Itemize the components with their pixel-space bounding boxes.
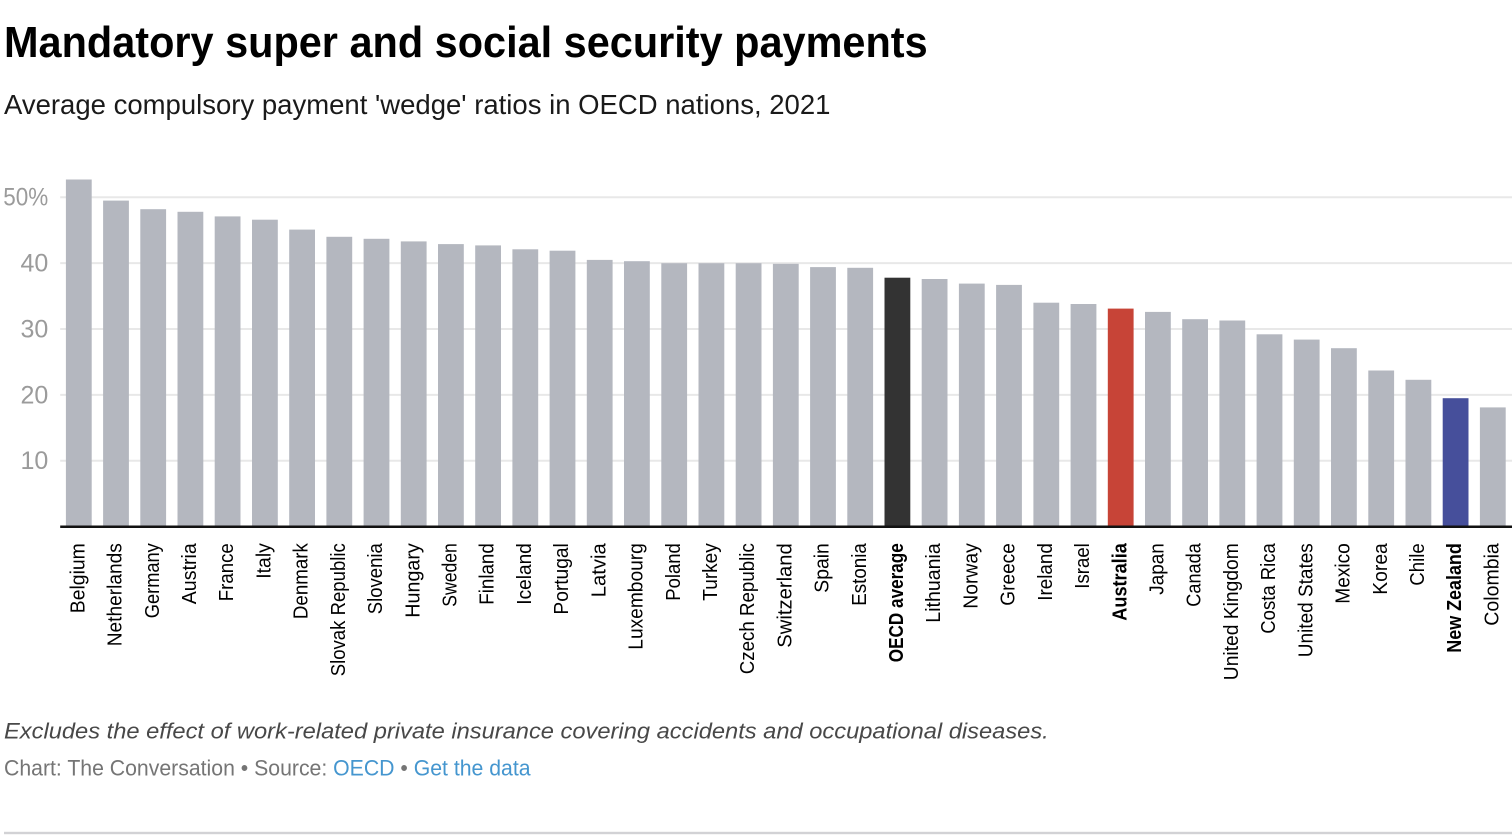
svg-text:Mandatory super and social sec: Mandatory super and social security paym… [4, 18, 928, 67]
svg-text:20: 20 [20, 381, 48, 409]
svg-text:Korea: Korea [1370, 542, 1392, 594]
svg-text:Chart: The Conversation • Sour: Chart: The Conversation • Source: OECD •… [4, 755, 532, 780]
svg-text:France: France [216, 543, 238, 601]
svg-text:Japan: Japan [1147, 543, 1169, 595]
svg-text:OECD average: OECD average [886, 543, 908, 662]
svg-text:Czech Republic: Czech Republic [737, 543, 759, 674]
svg-text:Lithuania: Lithuania [923, 542, 945, 622]
svg-text:Poland: Poland [663, 543, 685, 601]
svg-text:Switzerland: Switzerland [774, 543, 796, 648]
svg-text:Colombia: Colombia [1481, 542, 1503, 625]
svg-text:Costa Rica: Costa Rica [1258, 542, 1280, 633]
svg-text:New Zealand: New Zealand [1444, 543, 1466, 653]
svg-text:Portugal: Portugal [551, 543, 573, 614]
svg-text:Austria: Austria [179, 542, 201, 604]
svg-text:Estonia: Estonia [849, 542, 871, 605]
svg-text:Italy: Italy [254, 543, 276, 579]
svg-text:Denmark: Denmark [291, 542, 313, 619]
svg-text:Israel: Israel [1072, 543, 1094, 589]
svg-text:Finland: Finland [477, 543, 499, 605]
svg-text:Excludes the effect of work-re: Excludes the effect of work-related priv… [4, 718, 1049, 743]
svg-text:Australia: Australia [1109, 542, 1131, 620]
svg-text:50%: 50% [3, 184, 48, 212]
svg-text:Canada: Canada [1184, 542, 1206, 606]
svg-text:Hungary: Hungary [402, 543, 424, 618]
svg-text:Mexico: Mexico [1333, 543, 1355, 604]
svg-text:Turkey: Turkey [700, 543, 722, 601]
svg-text:Iceland: Iceland [514, 543, 536, 605]
svg-text:Average compulsory payment 'we: Average compulsory payment 'wedge' ratio… [4, 89, 830, 120]
svg-text:Belgium: Belgium [67, 543, 89, 613]
svg-text:Sweden: Sweden [440, 543, 462, 607]
svg-text:Latvia: Latvia [588, 542, 610, 597]
svg-text:10: 10 [20, 447, 48, 475]
svg-text:Ireland: Ireland [1035, 543, 1057, 601]
svg-text:United Kingdom: United Kingdom [1221, 543, 1243, 680]
svg-text:Germany: Germany [142, 543, 164, 618]
svg-text:40: 40 [20, 250, 48, 278]
svg-text:Slovak Republic: Slovak Republic [328, 543, 350, 676]
svg-text:United States: United States [1295, 543, 1317, 657]
svg-text:Luxembourg: Luxembourg [626, 543, 648, 650]
svg-text:Greece: Greece [998, 543, 1020, 606]
svg-text:Netherlands: Netherlands [105, 543, 127, 646]
svg-text:Chile: Chile [1407, 543, 1429, 586]
svg-text:Spain: Spain [812, 543, 834, 593]
svg-text:Norway: Norway [960, 543, 982, 609]
svg-text:30: 30 [20, 315, 48, 343]
svg-text:Slovenia: Slovenia [365, 542, 387, 614]
